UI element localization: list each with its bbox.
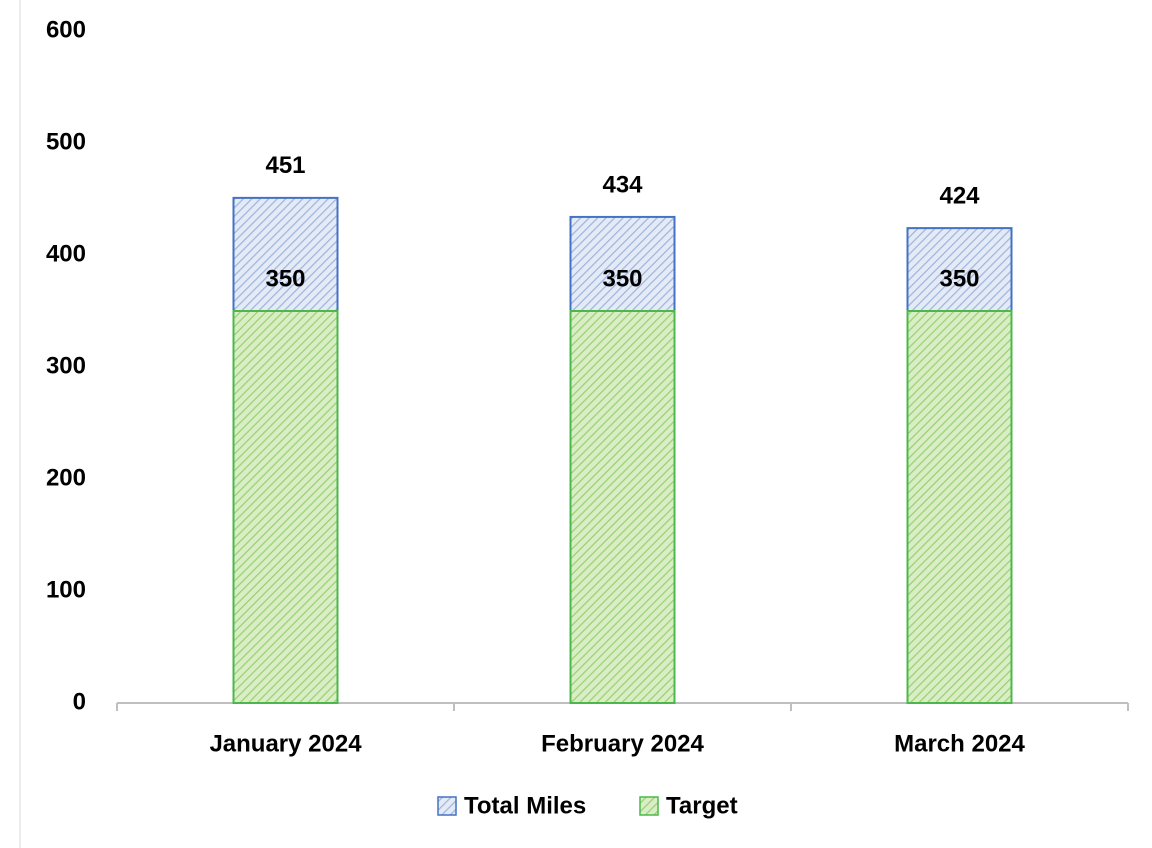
legend-label: Total Miles — [464, 792, 586, 819]
x-tick-label: March 2024 — [894, 730, 1025, 757]
y-tick-label: 100 — [46, 576, 86, 603]
y-tick-label: 600 — [46, 16, 86, 43]
y-tick-label: 300 — [46, 352, 86, 379]
legend-label: Target — [666, 792, 738, 819]
data-label: 350 — [939, 265, 979, 292]
x-tick-label: January 2024 — [209, 730, 362, 757]
x-tick-label: February 2024 — [541, 730, 704, 757]
bar — [232, 310, 339, 704]
bar — [569, 310, 676, 704]
y-tick-label: 400 — [46, 240, 86, 267]
legend-swatch — [639, 796, 659, 816]
data-label: 451 — [265, 152, 305, 179]
y-tick-label: 0 — [73, 688, 86, 715]
legend-swatch — [437, 796, 457, 816]
data-label: 424 — [939, 182, 980, 209]
y-tick-label: 500 — [46, 128, 86, 155]
data-label: 350 — [265, 265, 305, 292]
data-label: 434 — [602, 171, 643, 198]
bar — [906, 310, 1013, 704]
data-label: 350 — [602, 265, 642, 292]
y-tick-label: 200 — [46, 464, 86, 491]
